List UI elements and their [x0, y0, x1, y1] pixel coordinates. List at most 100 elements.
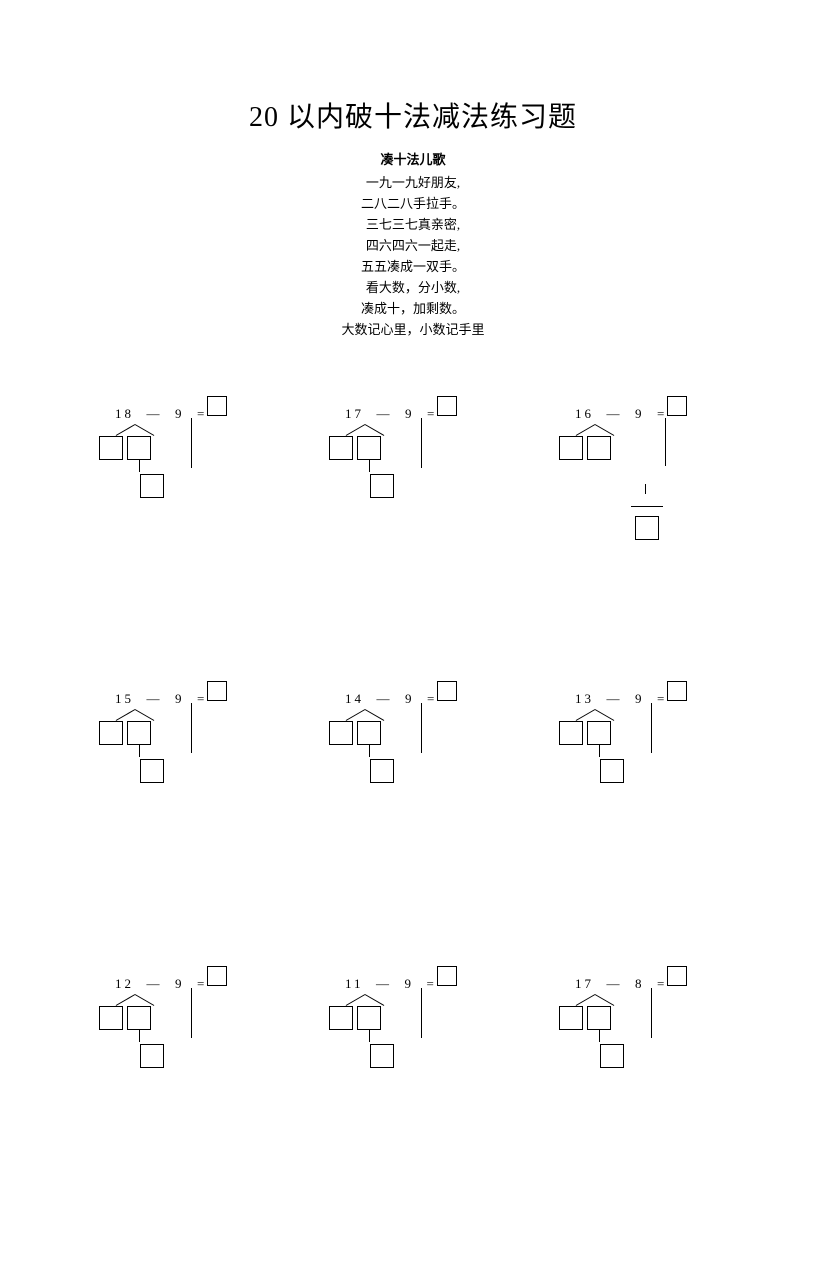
minuend: 14: [345, 691, 364, 706]
minuend: 15: [115, 691, 134, 706]
connector-line: [599, 1030, 600, 1042]
subtraction-problem: 14 — 9 =: [325, 685, 505, 835]
connector-line: [369, 745, 370, 757]
split-box-right[interactable]: [357, 1006, 381, 1030]
split-box-right[interactable]: [357, 721, 381, 745]
minus-icon: —: [607, 406, 623, 421]
subtraction-problem: 16 — 9 =: [555, 400, 735, 550]
split-box-left[interactable]: [559, 721, 583, 745]
branch-line: [135, 994, 155, 1006]
grid-row: 15 — 9 = 14 — 9 =: [95, 685, 735, 835]
answer-box[interactable]: [437, 396, 457, 416]
poem-line: 一九一九好朋友,: [0, 172, 826, 193]
subtraction-problem: 17 — 8 =: [555, 970, 735, 1120]
connector-line: [369, 1030, 370, 1042]
connector-line: [191, 418, 192, 468]
split-box-left[interactable]: [99, 1006, 123, 1030]
split-box-left[interactable]: [329, 1006, 353, 1030]
page-title: 20 以内破十法减法练习题: [0, 95, 826, 135]
split-box-left[interactable]: [329, 436, 353, 460]
connector-line: [665, 418, 666, 466]
answer-box[interactable]: [207, 966, 227, 986]
result-box[interactable]: [140, 759, 164, 783]
branch-line: [365, 709, 385, 721]
minus-icon: —: [607, 976, 623, 991]
equals-icon: =: [197, 691, 207, 706]
result-box[interactable]: [370, 1044, 394, 1068]
equation: 13 — 9 =: [575, 691, 667, 707]
equation: 17 — 9 =: [345, 406, 437, 422]
answer-box[interactable]: [437, 966, 457, 986]
branch-line: [365, 424, 385, 436]
poem: 一九一九好朋友, 二八二八手拉手。 三七三七真亲密, 四六四六一起走, 五五凑成…: [0, 172, 826, 340]
split-box-left[interactable]: [329, 721, 353, 745]
split-box-right[interactable]: [127, 721, 151, 745]
equation: 14 — 9 =: [345, 691, 437, 707]
split-box-left[interactable]: [559, 436, 583, 460]
minus-icon: —: [147, 691, 163, 706]
subtraction-problem: 17 — 9 =: [325, 400, 505, 550]
answer-box[interactable]: [667, 681, 687, 701]
split-box-left[interactable]: [99, 721, 123, 745]
subtraction-problem: 13 — 9 =: [555, 685, 735, 835]
equals-icon: =: [657, 976, 667, 991]
equals-icon: =: [197, 976, 207, 991]
split-box-right[interactable]: [587, 1006, 611, 1030]
split-box-right[interactable]: [587, 721, 611, 745]
subtitle: 凑十法儿歌: [0, 149, 826, 168]
equation: 11 — 9 =: [345, 976, 437, 992]
minuend: 17: [345, 406, 364, 421]
branch-line: [346, 424, 366, 436]
equation: 17 — 8 =: [575, 976, 667, 992]
minuend: 17: [575, 976, 594, 991]
split-box-right[interactable]: [127, 436, 151, 460]
subtrahend: 9: [175, 976, 185, 991]
subtraction-problem: 18 — 9 =: [95, 400, 275, 550]
connector-line: [191, 988, 192, 1038]
branch-line: [135, 709, 155, 721]
minus-icon: —: [147, 976, 163, 991]
result-box[interactable]: [600, 759, 624, 783]
equals-icon: =: [657, 691, 667, 706]
poem-line: 大数记心里，小数记手里: [0, 319, 826, 340]
minuend: 18: [115, 406, 134, 421]
split-box-left[interactable]: [559, 1006, 583, 1030]
equation: 15 — 9 =: [115, 691, 207, 707]
result-box[interactable]: [370, 474, 394, 498]
answer-box[interactable]: [437, 681, 457, 701]
connector-line: [139, 460, 140, 472]
answer-box[interactable]: [207, 396, 227, 416]
result-box[interactable]: [140, 1044, 164, 1068]
result-box[interactable]: [370, 759, 394, 783]
minuend: 11: [345, 976, 364, 991]
equals-icon: =: [427, 691, 437, 706]
connector-line: [369, 460, 370, 472]
branch-line: [365, 994, 385, 1006]
result-box[interactable]: [600, 1044, 624, 1068]
answer-box[interactable]: [667, 396, 687, 416]
split-box-left[interactable]: [99, 436, 123, 460]
subtrahend: 9: [175, 406, 185, 421]
branch-line: [346, 709, 366, 721]
branch-line: [346, 994, 366, 1006]
answer-box[interactable]: [207, 681, 227, 701]
result-box[interactable]: [140, 474, 164, 498]
branch-line: [135, 424, 155, 436]
split-box-right[interactable]: [587, 436, 611, 460]
poem-line: 四六四六一起走,: [0, 235, 826, 256]
split-box-right[interactable]: [357, 436, 381, 460]
branch-line: [116, 424, 136, 436]
connector-line: [421, 703, 422, 753]
minus-icon: —: [607, 691, 623, 706]
connector-line: [651, 988, 652, 1038]
poem-line: 五五凑成一双手。: [0, 256, 826, 277]
connector-line: [191, 703, 192, 753]
split-box-right[interactable]: [127, 1006, 151, 1030]
connector-line: [421, 988, 422, 1038]
result-box[interactable]: [635, 516, 659, 540]
minus-icon: —: [377, 691, 393, 706]
answer-box[interactable]: [667, 966, 687, 986]
branch-line: [576, 709, 596, 721]
branch-line: [116, 709, 136, 721]
minus-icon: —: [377, 406, 393, 421]
